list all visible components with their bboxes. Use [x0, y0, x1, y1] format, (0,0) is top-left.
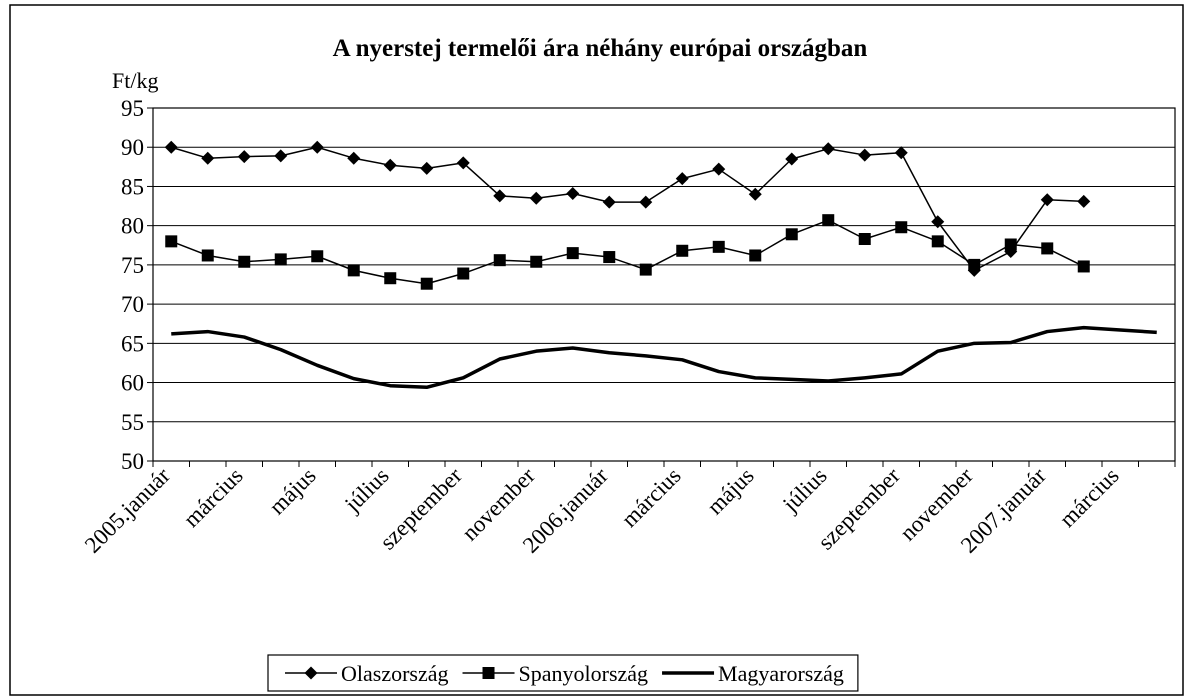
- marker: [566, 247, 579, 260]
- marker: [894, 146, 908, 160]
- marker: [165, 235, 178, 248]
- marker: [1040, 193, 1054, 207]
- y-tick-label: 55: [121, 410, 144, 435]
- marker: [1077, 194, 1091, 208]
- series-line: [171, 325, 1157, 390]
- marker: [310, 140, 324, 154]
- y-axis-label: Ft/kg: [112, 68, 158, 93]
- marker: [968, 258, 981, 271]
- marker: [347, 151, 361, 165]
- marker: [1077, 260, 1090, 273]
- y-tick-label: 50: [121, 449, 144, 474]
- marker: [821, 142, 835, 156]
- marker: [237, 150, 251, 164]
- marker: [529, 191, 543, 205]
- marker: [785, 228, 798, 241]
- marker: [566, 187, 580, 201]
- plot-area: [152, 107, 1176, 462]
- marker: [895, 221, 908, 234]
- y-tick-label: 85: [121, 174, 144, 199]
- marker: [530, 255, 543, 268]
- legend-label: Olaszország: [341, 661, 449, 686]
- marker: [311, 250, 324, 263]
- legend-label: Magyarország: [718, 661, 844, 686]
- y-tick-label: 75: [121, 253, 144, 278]
- y-tick-label: 95: [121, 96, 144, 121]
- marker: [712, 162, 726, 176]
- marker: [931, 215, 945, 229]
- marker: [676, 244, 689, 257]
- y-tick-label: 70: [121, 292, 144, 317]
- marker: [420, 161, 434, 175]
- marker: [822, 214, 835, 227]
- y-tick-label: 65: [121, 331, 144, 356]
- marker: [639, 263, 652, 276]
- marker: [931, 235, 944, 248]
- y-tick-label: 60: [121, 371, 144, 396]
- marker: [1041, 242, 1054, 255]
- marker: [639, 195, 653, 209]
- marker: [457, 267, 470, 280]
- legend-box: [267, 654, 859, 692]
- marker: [858, 233, 871, 246]
- marker: [201, 151, 215, 165]
- marker: [493, 254, 506, 267]
- marker: [304, 666, 318, 680]
- marker: [1004, 238, 1017, 251]
- marker: [238, 255, 251, 268]
- marker: [748, 187, 762, 201]
- marker: [347, 264, 360, 277]
- marker: [493, 189, 507, 203]
- y-tick-label: 80: [121, 214, 144, 239]
- marker: [482, 667, 495, 679]
- marker: [749, 249, 762, 262]
- series-line: [171, 146, 1084, 272]
- marker: [201, 249, 214, 262]
- marker: [785, 152, 799, 166]
- marker: [164, 140, 178, 154]
- chart-title: A nyerstej termelői ára néhány európai o…: [333, 35, 868, 62]
- marker: [274, 253, 287, 266]
- series-line: [170, 219, 1085, 285]
- marker: [456, 156, 470, 170]
- marker: [384, 272, 397, 285]
- marker: [603, 251, 616, 264]
- marker: [858, 148, 872, 162]
- marker: [675, 172, 689, 186]
- marker: [383, 158, 397, 172]
- marker: [420, 277, 433, 290]
- marker: [712, 240, 725, 253]
- marker: [274, 149, 288, 163]
- marker: [602, 195, 616, 209]
- legend: Olaszország Spanyolország Magyarország: [267, 654, 859, 692]
- y-tick-label: 90: [121, 135, 144, 160]
- legend-label: Spanyolország: [519, 661, 649, 686]
